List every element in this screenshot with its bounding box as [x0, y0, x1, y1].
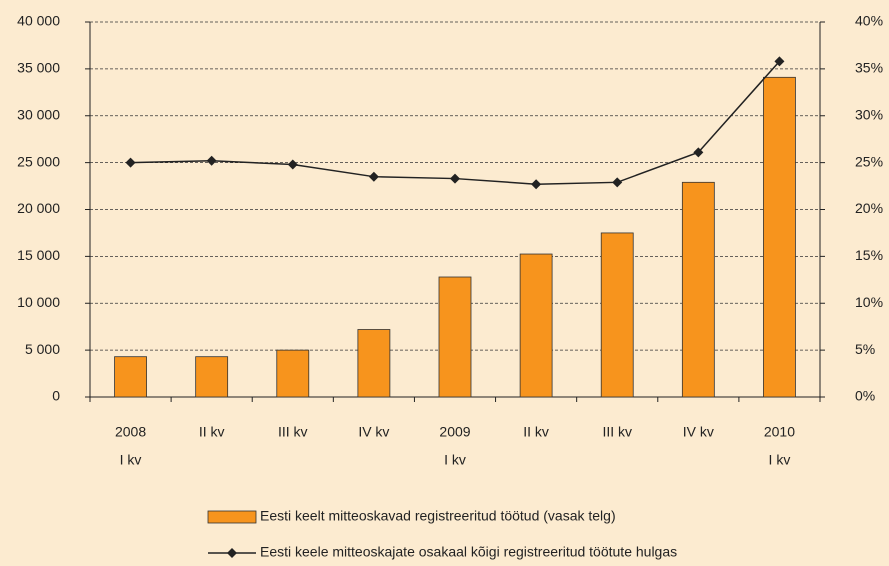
y-tick-label: 5 000 [25, 341, 60, 357]
bar [276, 349, 310, 398]
y2-tick-label: 0% [855, 388, 875, 404]
y-tick-label: 30 000 [17, 106, 60, 122]
legend-swatch [207, 510, 257, 524]
y2-tick-label: 20% [855, 200, 883, 216]
y2-tick-label: 40% [855, 13, 883, 29]
marker [125, 157, 136, 168]
y2-tick-label: 25% [855, 153, 883, 169]
y2-tick-label: 15% [855, 247, 883, 263]
x-tick-label: III kv [278, 424, 308, 440]
bar [195, 356, 229, 398]
y-tick-label: 15 000 [17, 247, 60, 263]
bar [519, 253, 553, 398]
bar [763, 76, 796, 398]
legend-marker [227, 548, 237, 558]
x-tick-label: IV kv [358, 424, 389, 440]
legend-label: Eesti keelt mitteoskavad registreeritud … [260, 508, 616, 524]
marker [368, 171, 379, 182]
marker [693, 147, 704, 158]
x-tick-label: 2010 [764, 424, 795, 440]
bar [600, 232, 634, 398]
marker [287, 159, 298, 170]
x-tick-label: II kv [523, 424, 549, 440]
marker [450, 173, 460, 184]
y-tick-label: 0 [52, 388, 60, 404]
bar [114, 356, 147, 398]
y-tick-label: 25 000 [17, 153, 60, 169]
x-tick-label: I kv [769, 452, 791, 468]
x-tick-label: II kv [199, 424, 225, 440]
marker [774, 56, 785, 67]
legend-label: Eesti keele mitteoskajate osakaal kõigi … [260, 544, 677, 560]
marker [531, 179, 542, 190]
y-tick-label: 35 000 [17, 60, 60, 76]
x-tick-label: III kv [602, 424, 632, 440]
bar [357, 329, 391, 398]
x-tick-label: I kv [444, 452, 466, 468]
y-tick-label: 10 000 [17, 294, 60, 310]
line [130, 60, 781, 185]
y-tick-label: 20 000 [17, 200, 60, 216]
bar [681, 181, 715, 398]
y2-tick-label: 30% [855, 106, 883, 122]
y2-tick-label: 10% [855, 294, 883, 310]
marker [612, 177, 623, 188]
bar [438, 276, 472, 398]
x-tick-label: 2008 [115, 424, 146, 440]
y2-tick-label: 35% [855, 60, 883, 76]
x-tick-label: I kv [120, 452, 142, 468]
x-tick-label: IV kv [683, 424, 714, 440]
y-tick-label: 40 000 [17, 13, 60, 29]
y2-tick-label: 5% [855, 341, 875, 357]
marker [206, 155, 217, 166]
x-tick-label: 2009 [439, 424, 470, 440]
